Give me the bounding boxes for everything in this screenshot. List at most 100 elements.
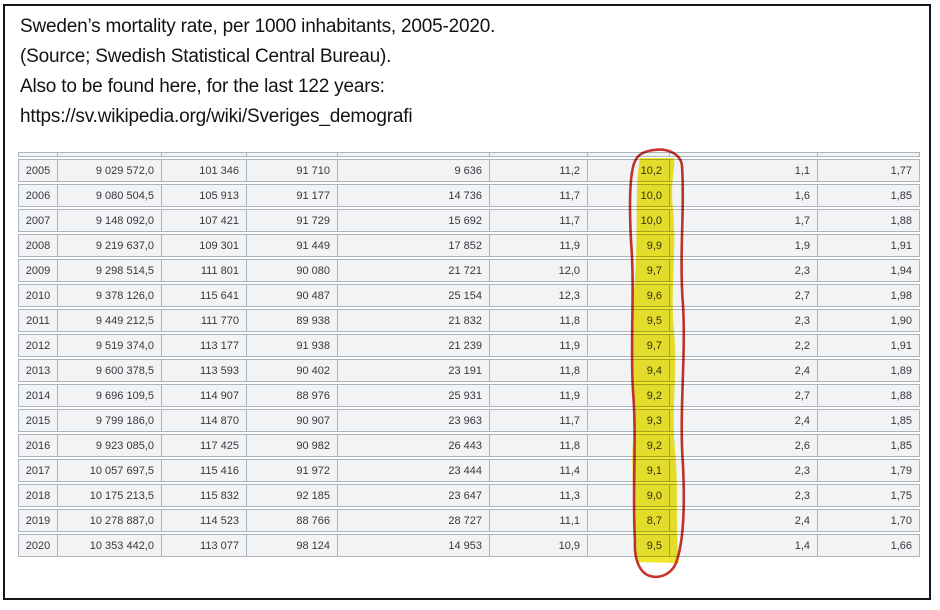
table-cell: 1,66 xyxy=(818,534,920,557)
table-cell: 2,7 xyxy=(670,284,818,307)
table-row: 2009 9 298 514,5 111 801 90 080 21 721 12,0 9,… xyxy=(18,259,920,282)
table-cell: 28 727 xyxy=(338,509,490,532)
table-cell: 9 799 186,0 xyxy=(58,409,162,432)
table-row: 2012 9 519 374,0 113 177 91 938 21 239 11,9 9,… xyxy=(18,334,920,357)
table-cell: 2,2 xyxy=(670,334,818,357)
table-cell: 9,5 xyxy=(588,534,670,557)
table-cell: 1,79 xyxy=(818,459,920,482)
table-cell: 11,8 xyxy=(490,434,588,457)
table-cell: 9 449 212,5 xyxy=(58,309,162,332)
table-cell: 1,85 xyxy=(818,184,920,207)
url-text: https://sv.wikipedia.org/wiki/Sveriges_d… xyxy=(20,106,413,127)
table-cell: 10,9 xyxy=(490,534,588,557)
table-cell: 113 077 xyxy=(162,534,247,557)
table-cell: 10 175 213,5 xyxy=(58,484,162,507)
table-row: 2019 10 278 887,0 114 523 88 766 28 727 11,1 8… xyxy=(18,509,920,532)
table-cell: 90 402 xyxy=(247,359,338,382)
table-cell: 10 353 442,0 xyxy=(58,534,162,557)
table-cell: 2,4 xyxy=(670,409,818,432)
table-row: 2014 9 696 109,5 114 907 88 976 25 931 11,9 9,… xyxy=(18,384,920,407)
table-cell: 9 923 085,0 xyxy=(58,434,162,457)
table-cell: 1,85 xyxy=(818,409,920,432)
table-cell: 91 449 xyxy=(247,234,338,257)
table-cell: 1,70 xyxy=(818,509,920,532)
table-row: 2015 9 799 186,0 114 870 90 907 23 963 11,7 9,… xyxy=(18,409,920,432)
table-cell: 23 444 xyxy=(338,459,490,482)
table-row: 2006 9 080 504,5 105 913 91 177 14 736 11,7 10… xyxy=(18,184,920,207)
year-cell: 2014 xyxy=(18,384,58,407)
note-line: Also to be found here, for the last 122 … xyxy=(20,76,385,97)
year-cell: 2018 xyxy=(18,484,58,507)
table-cell: 113 593 xyxy=(162,359,247,382)
table-cell: 10,2 xyxy=(588,159,670,182)
table-cell: 88 766 xyxy=(247,509,338,532)
table-cell: 9 148 092,0 xyxy=(58,209,162,232)
table-cell: 92 185 xyxy=(247,484,338,507)
table-cell: 9,7 xyxy=(588,334,670,357)
table-cell: 11,8 xyxy=(490,359,588,382)
table-cell: 115 416 xyxy=(162,459,247,482)
table-cell: 9,0 xyxy=(588,484,670,507)
table-cell: 23 963 xyxy=(338,409,490,432)
cropped-cell xyxy=(18,152,58,157)
table-cell: 25 931 xyxy=(338,384,490,407)
table-cell: 2,3 xyxy=(670,309,818,332)
table-cell: 9,2 xyxy=(588,434,670,457)
table-cell: 21 832 xyxy=(338,309,490,332)
table-cell: 88 976 xyxy=(247,384,338,407)
table-cell: 1,7 xyxy=(670,209,818,232)
cropped-cell xyxy=(338,152,490,157)
table-cell: 1,77 xyxy=(818,159,920,182)
table-cell: 1,88 xyxy=(818,384,920,407)
table-cell: 90 080 xyxy=(247,259,338,282)
table-cell: 11,9 xyxy=(490,384,588,407)
table-cell: 2,3 xyxy=(670,484,818,507)
table-cell: 91 710 xyxy=(247,159,338,182)
table-cell: 9,3 xyxy=(588,409,670,432)
table-cell: 15 692 xyxy=(338,209,490,232)
table-row: 2013 9 600 378,5 113 593 90 402 23 191 11,8 9,… xyxy=(18,359,920,382)
table-cell: 90 907 xyxy=(247,409,338,432)
table-cell: 2,6 xyxy=(670,434,818,457)
cropped-cell xyxy=(490,152,588,157)
table-cell: 11,9 xyxy=(490,234,588,257)
table-cell: 14 953 xyxy=(338,534,490,557)
table-cell: 10 057 697,5 xyxy=(58,459,162,482)
source-line: (Source; Swedish Statistical Central Bur… xyxy=(20,46,392,67)
table-cell: 113 177 xyxy=(162,334,247,357)
table-cell: 11,7 xyxy=(490,409,588,432)
table-cell: 17 852 xyxy=(338,234,490,257)
table-cell: 1,6 xyxy=(670,184,818,207)
table-cell: 1,9 xyxy=(670,234,818,257)
table-cell: 9,4 xyxy=(588,359,670,382)
table-cell: 111 801 xyxy=(162,259,247,282)
table-cell: 91 972 xyxy=(247,459,338,482)
table-cell: 2,4 xyxy=(670,509,818,532)
table-cell: 90 487 xyxy=(247,284,338,307)
table-cell: 11,1 xyxy=(490,509,588,532)
table-cell: 9 519 374,0 xyxy=(58,334,162,357)
table-cell: 117 425 xyxy=(162,434,247,457)
table-cell: 105 913 xyxy=(162,184,247,207)
table-cell: 9 696 109,5 xyxy=(58,384,162,407)
table-cell: 109 301 xyxy=(162,234,247,257)
header-text-block: Sweden’s mortality rate, per 1000 inhabi… xyxy=(20,12,720,132)
table-cell: 1,85 xyxy=(818,434,920,457)
table-cell: 115 641 xyxy=(162,284,247,307)
cropped-cell xyxy=(58,152,162,157)
table-cell: 111 770 xyxy=(162,309,247,332)
table-cell: 101 346 xyxy=(162,159,247,182)
table-cell: 1,75 xyxy=(818,484,920,507)
table-row: 2011 9 449 212,5 111 770 89 938 21 832 11,8 9,… xyxy=(18,309,920,332)
table-cell: 2,3 xyxy=(670,259,818,282)
table-cell: 98 124 xyxy=(247,534,338,557)
table-cell: 10,0 xyxy=(588,184,670,207)
year-cell: 2015 xyxy=(18,409,58,432)
table-cell: 115 832 xyxy=(162,484,247,507)
table-row: 2020 10 353 442,0 113 077 98 124 14 953 10,9 9… xyxy=(18,534,920,557)
table-cell: 91 177 xyxy=(247,184,338,207)
year-cell: 2012 xyxy=(18,334,58,357)
table-cell: 11,7 xyxy=(490,209,588,232)
table-cell: 25 154 xyxy=(338,284,490,307)
table-cell: 91 729 xyxy=(247,209,338,232)
